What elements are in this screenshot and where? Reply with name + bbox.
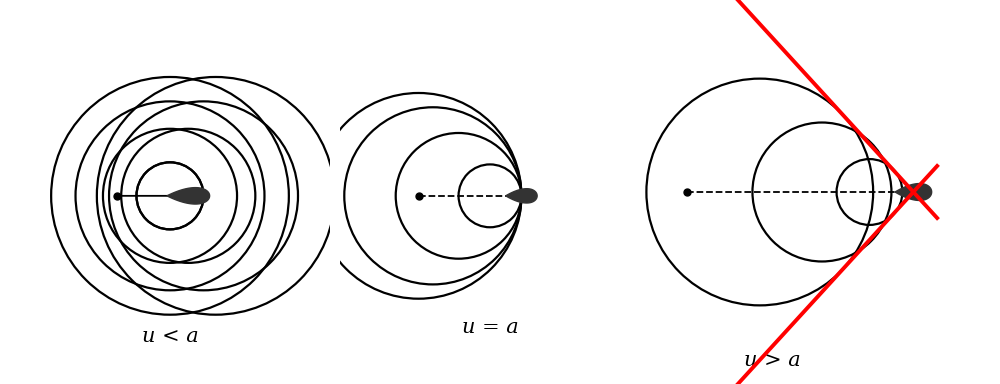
Polygon shape bbox=[506, 189, 537, 203]
Text: u = a: u = a bbox=[462, 318, 518, 337]
Polygon shape bbox=[167, 188, 210, 204]
Text: u > a: u > a bbox=[744, 351, 801, 370]
Polygon shape bbox=[895, 184, 932, 200]
Text: u < a: u < a bbox=[142, 326, 198, 346]
